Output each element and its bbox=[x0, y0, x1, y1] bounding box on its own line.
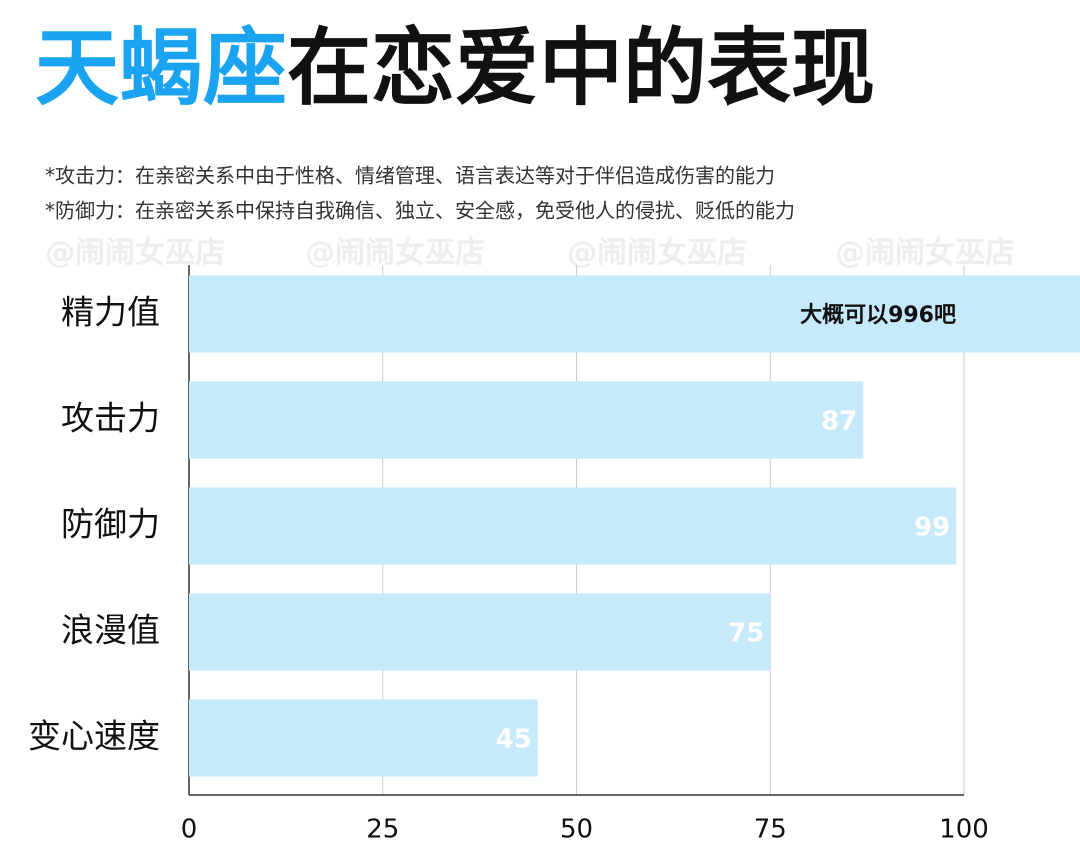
note: *攻击力：在亲密关系中由于性格、情绪管理、语言表达等对于伴侣造成伤害的能力 bbox=[45, 164, 775, 188]
x-tick-label: 100 bbox=[939, 815, 989, 845]
bar bbox=[189, 275, 1080, 353]
data-label: 99 bbox=[914, 513, 950, 543]
title-part: 天蝎座 bbox=[35, 19, 287, 117]
watermark: @闹闹女巫店 bbox=[835, 236, 1015, 271]
x-tick-label: 50 bbox=[560, 815, 593, 845]
bar bbox=[189, 593, 771, 671]
watermark: @闹闹女巫店 bbox=[305, 236, 485, 271]
x-tick-label: 25 bbox=[366, 815, 399, 845]
bar bbox=[189, 381, 864, 459]
chart-title: 天蝎座在恋爱中的表现 bbox=[35, 19, 875, 117]
x-tick-label: 75 bbox=[754, 815, 787, 845]
data-label: 大概可以996吧 bbox=[800, 302, 956, 328]
bars bbox=[189, 275, 1080, 777]
y-tick-label: 攻击力 bbox=[61, 399, 160, 438]
data-label: 75 bbox=[728, 619, 764, 649]
watermarks: @闹闹女巫店 @闹闹女巫店 @闹闹女巫店 @闹闹女巫店 bbox=[45, 236, 1015, 271]
y-tick-label: 变心速度 bbox=[28, 717, 160, 756]
y-tick-label: 精力值 bbox=[61, 293, 160, 332]
watermark: @闹闹女巫店 bbox=[567, 236, 747, 271]
watermark: @闹闹女巫店 bbox=[45, 236, 225, 271]
data-label: 45 bbox=[496, 725, 532, 755]
title-part: 在恋爱中的表现 bbox=[287, 19, 875, 117]
data-label: 87 bbox=[821, 407, 857, 437]
x-tick-label: 0 bbox=[181, 815, 198, 845]
bar bbox=[189, 699, 538, 777]
bar bbox=[189, 487, 957, 565]
note: *防御力：在亲密关系中保持自我确信、独立、安全感，免受他人的侵扰、贬低的能力 bbox=[45, 199, 795, 223]
y-tick-label: 浪漫值 bbox=[61, 611, 160, 650]
y-tick-label: 防御力 bbox=[61, 505, 160, 544]
